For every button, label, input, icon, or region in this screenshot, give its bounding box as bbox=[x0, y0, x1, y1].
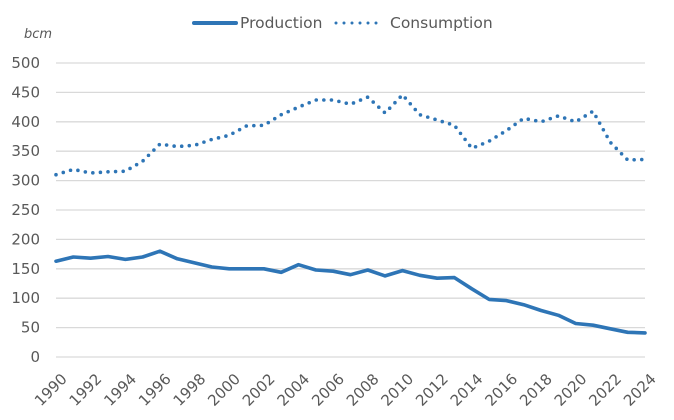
y-tick-label: 450 bbox=[11, 83, 40, 101]
x-tick-label: 2024 bbox=[620, 370, 660, 410]
x-tick-label: 2006 bbox=[308, 370, 348, 410]
series-line-production bbox=[54, 249, 647, 335]
x-tick-label: 2012 bbox=[412, 370, 452, 410]
x-tick-label: 2020 bbox=[551, 370, 591, 410]
x-tick-label: 2000 bbox=[204, 370, 244, 410]
y-tick-label: 150 bbox=[11, 260, 40, 278]
x-axis-ticks: 1990199219941996199820002002200420062008… bbox=[31, 370, 660, 410]
legend-label-production: Production bbox=[240, 14, 322, 32]
x-tick-label: 2014 bbox=[447, 370, 487, 410]
y-tick-label: 100 bbox=[11, 289, 40, 307]
legend-label-consumption: Consumption bbox=[390, 14, 493, 32]
legend: Production Consumption bbox=[192, 14, 493, 32]
y-tick-label: 300 bbox=[11, 172, 40, 190]
x-tick-label: 1990 bbox=[31, 370, 71, 410]
x-tick-label: 1996 bbox=[135, 370, 175, 410]
series-line-consumption bbox=[54, 93, 647, 177]
y-tick-label: 250 bbox=[11, 201, 40, 219]
y-axis-unit-label: bcm bbox=[24, 27, 52, 42]
gridlines bbox=[56, 62, 645, 358]
series-lines bbox=[54, 93, 647, 335]
x-tick-label: 2004 bbox=[274, 370, 314, 410]
y-axis-ticks: 0 50 100 150 200 250 300 350 400 450 500 bbox=[11, 54, 40, 366]
y-tick-label: 200 bbox=[11, 230, 40, 248]
y-tick-label: 50 bbox=[21, 319, 40, 337]
x-tick-label: 1998 bbox=[170, 370, 210, 410]
x-tick-label: 2016 bbox=[481, 370, 521, 410]
x-tick-label: 1992 bbox=[66, 370, 106, 410]
x-tick-label: 2018 bbox=[516, 370, 556, 410]
x-tick-label: 2010 bbox=[377, 370, 417, 410]
y-tick-label: 350 bbox=[11, 142, 40, 160]
x-tick-label: 2008 bbox=[343, 370, 383, 410]
x-tick-label: 1994 bbox=[100, 370, 140, 410]
x-tick-label: 2022 bbox=[585, 370, 625, 410]
y-tick-label: 400 bbox=[11, 113, 40, 131]
x-tick-label: 2002 bbox=[239, 370, 279, 410]
y-tick-label: 500 bbox=[11, 54, 40, 72]
y-tick-label: 0 bbox=[30, 348, 40, 366]
